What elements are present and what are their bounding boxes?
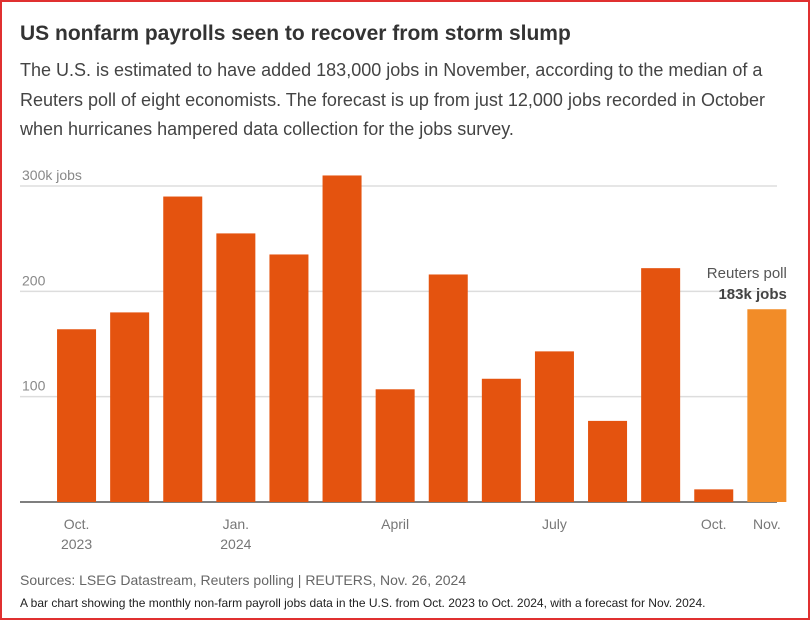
bar [110,312,150,502]
x-tick-label: Oct. 2023 [60,516,93,552]
bar [588,420,628,502]
bar [375,389,415,502]
bar [163,196,203,503]
x-tick-label: April [381,516,410,532]
bar [322,175,362,502]
chart-subtitle: The U.S. is estimated to have added 183,… [20,60,766,139]
annotation: 183k jobs [718,286,786,303]
x-tick-label: Nov. [752,516,781,532]
bar [428,274,468,502]
bar [694,489,734,502]
bar [216,233,256,502]
chart-title: US nonfarm payrolls seen to recover from… [20,22,571,45]
x-tick-label: July [541,516,567,532]
bar [747,309,787,502]
caption: A bar chart showing the monthly non-farm… [20,596,706,610]
bar [481,378,521,502]
bar [641,268,681,502]
bar [269,254,309,502]
y-tick-label: 300k jobs [22,167,82,183]
x-tick-label: Jan. 2024 [220,516,252,552]
bar [534,351,574,502]
annotation: Reuters poll [707,265,787,282]
source: Sources: LSEG Datastream, Reuters pollin… [20,572,467,588]
bar [57,329,97,502]
y-tick-label: 100 [22,378,46,394]
y-tick-label: 200 [22,272,46,288]
x-tick-label: Oct. [700,516,727,532]
